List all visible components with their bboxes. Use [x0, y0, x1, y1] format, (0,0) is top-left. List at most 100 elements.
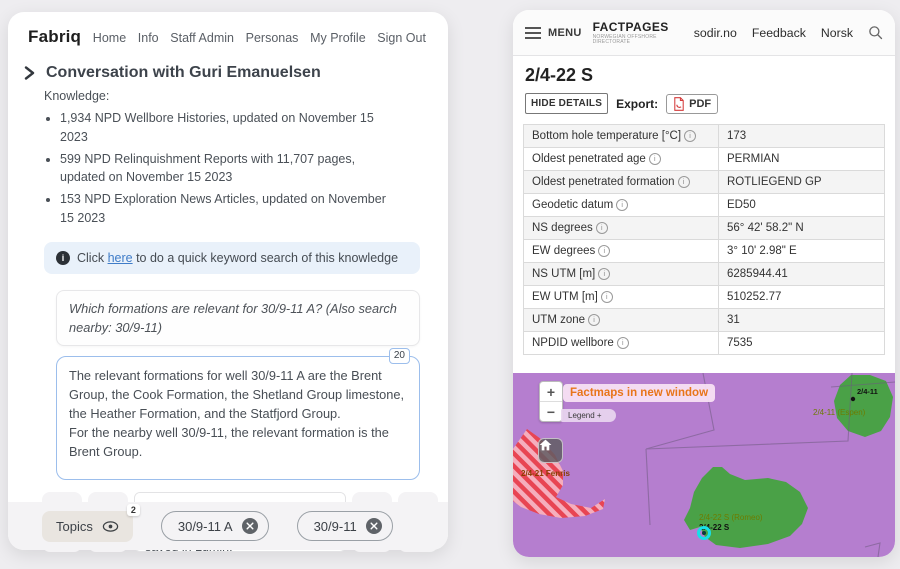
topics-button[interactable]: Topics 2 [42, 503, 140, 542]
export-label: Export: [616, 96, 659, 111]
hamburger-menu-icon[interactable] [525, 26, 541, 39]
wellbore-details-table: Bottom hole temperature [°C] i 173 Oldest … [523, 124, 885, 355]
row-value: 510252.77 [718, 285, 885, 309]
well-dot-2-4-11[interactable] [850, 396, 856, 402]
table-row: Geodetic datum i ED50 [523, 193, 885, 217]
nav-item-home[interactable]: Home [92, 31, 127, 45]
nav-item-my-profile[interactable]: My Profile [310, 31, 366, 45]
field-polygon-2-4-21[interactable] [513, 429, 605, 518]
table-row: Oldest penetrated age i PERMIAN [523, 147, 885, 171]
row-value: 31 [718, 308, 885, 332]
row-value: 173 [718, 124, 885, 148]
factpages-window: MENU FACTPAGES NORWEGIAN OFFSHORE DIRECT… [513, 10, 895, 557]
wellbore-title: 2/4-22 S [525, 65, 594, 85]
export-pdf-button[interactable]: PDF [666, 93, 719, 114]
row-value: ED50 [718, 193, 885, 217]
search-icon[interactable] [868, 25, 883, 40]
conversation-panel: Conversation with Guri Emanuelsen Knowle… [8, 56, 448, 552]
wellbore-title-block: 2/4-22 S HIDE DETAILS Export: PDF [513, 56, 895, 122]
info-icon[interactable]: i [588, 314, 601, 327]
close-icon [370, 522, 378, 530]
source-count-badge[interactable]: 20 [388, 347, 410, 364]
user-message-bubble: Which formations are relevant for 30/9-1… [56, 289, 420, 346]
assistant-reply-text: The relevant formations for well 30/9-11… [69, 367, 405, 421]
info-icon[interactable]: i [598, 245, 611, 258]
topic-chip-label: 30/9-11 A [177, 518, 233, 534]
info-icon[interactable]: i [677, 176, 690, 189]
nav-item-info[interactable]: Info [137, 31, 159, 45]
brand-logo[interactable]: Fabriq [28, 27, 82, 46]
info-icon[interactable]: i [616, 337, 629, 350]
info-icon[interactable]: i [595, 222, 608, 235]
menu-button[interactable]: MENU [548, 26, 582, 39]
discovery-label-2-4-22: 2/4-22 S (Romeo) [699, 513, 763, 522]
row-value: ROTLIEGEND GP [718, 170, 885, 194]
block-boundary-lines [645, 373, 895, 557]
nav-item-staff-admin[interactable]: Staff Admin [170, 31, 234, 45]
link-sodir[interactable]: sodir.no [693, 25, 737, 40]
field-label-2-4-21: 2/4-21 Fenris [521, 469, 570, 478]
banner-text: Click here to do a quick keyword search … [77, 250, 399, 265]
info-icon[interactable]: i [684, 130, 697, 143]
well-label-2-4-22: 2/4-22 S [699, 523, 730, 532]
map-zoom-control: + − [539, 381, 563, 422]
table-row: NS UTM [m] i 6285944.41 [523, 262, 885, 286]
conversation-title: Conversation with Guri Emanuelsen [46, 64, 321, 81]
row-value: PERMIAN [718, 147, 885, 171]
knowledge-item: 153 NPD Exploration News Articles, updat… [60, 190, 396, 228]
table-row: UTM zone i 31 [523, 308, 885, 332]
zoom-in-button[interactable]: + [540, 382, 562, 402]
row-value: 7535 [718, 331, 885, 355]
info-icon[interactable]: i [600, 291, 613, 304]
table-row: EW degrees i 3° 10' 2.98" E [523, 239, 885, 263]
knowledge-item: 599 NPD Relinquishment Reports with 11,7… [60, 150, 396, 188]
link-feedback[interactable]: Feedback [751, 25, 806, 40]
discovery-label-2-4-11: 2/4-11 (Espen) [813, 408, 866, 417]
table-row: Oldest penetrated formation i ROTLIEGEND G… [523, 170, 885, 194]
well-dot-2-4-22[interactable] [702, 531, 706, 535]
topic-chip[interactable]: 30/9-11 A [160, 511, 269, 541]
nav-item-personas[interactable]: Personas [245, 31, 299, 45]
table-row: EW UTM [m] i 510252.77 [523, 285, 885, 309]
info-icon[interactable]: i [616, 199, 629, 212]
keyword-search-link[interactable]: here [107, 250, 133, 265]
table-row: NS degrees i 56° 42' 58.2" N [523, 216, 885, 240]
map-home-button[interactable] [538, 438, 563, 463]
remove-topic-button[interactable] [365, 518, 382, 534]
well-label-2-4-11: 2/4-11 [857, 387, 878, 396]
pdf-file-icon [674, 96, 684, 111]
remove-topic-button[interactable] [241, 518, 258, 534]
table-row: NPDID wellbore i 7535 [523, 331, 885, 355]
topics-bar: Topics 2 30/9-11 A 30/9-11 [8, 502, 448, 550]
top-nav: Fabriq Home Info Staff Admin Personas My… [8, 12, 448, 56]
topic-chip-label: 30/9-11 [313, 518, 357, 534]
factmap-canvas[interactable]: 2/4-11 2/4-11 (Espen) 2/4-21 Fenris 2/4-… [513, 373, 895, 557]
factmaps-new-window-link[interactable]: Factmaps in new window [563, 384, 716, 402]
fabriq-app-window: Fabriq Home Info Staff Admin Personas My… [8, 12, 448, 552]
hide-details-button[interactable]: HIDE DETAILS [525, 93, 609, 114]
row-value: 3° 10' 2.98" E [718, 239, 885, 263]
row-value: 56° 42' 58.2" N [718, 216, 885, 240]
home-icon [539, 439, 552, 451]
topic-chip[interactable]: 30/9-11 [296, 511, 393, 541]
info-icon[interactable]: i [598, 268, 611, 281]
assistant-reply-box: 20 The relevant formations for well 30/9… [56, 347, 420, 480]
assistant-reply-text: For the nearby well 30/9-11, the relevan… [69, 424, 389, 459]
keyword-search-banner: i Click here to do a quick keyword searc… [44, 241, 420, 274]
collapse-chevron-icon[interactable] [22, 66, 36, 80]
zoom-out-button[interactable]: − [546, 403, 556, 420]
link-norsk[interactable]: Norsk [820, 25, 853, 40]
eye-icon [102, 520, 119, 532]
factpages-header: MENU FACTPAGES NORWEGIAN OFFSHORE DIRECT… [513, 10, 895, 56]
discovery-polygon-2-4-22[interactable] [684, 467, 808, 548]
nav-item-sign-out[interactable]: Sign Out [377, 31, 426, 45]
knowledge-list: 1,934 NPD Wellbore Histories, updated on… [60, 109, 420, 228]
factpages-logo[interactable]: FACTPAGES NORWEGIAN OFFSHORE DIRECTORATE [592, 19, 669, 45]
legend-toggle[interactable]: Legend + [561, 409, 616, 422]
factmap-layers: 2/4-11 2/4-11 (Espen) 2/4-21 Fenris 2/4-… [513, 373, 895, 557]
topics-count-badge: 2 [126, 503, 140, 516]
info-icon[interactable]: i [648, 153, 661, 166]
knowledge-heading: Knowledge: [44, 89, 110, 103]
selected-well-ring [697, 526, 711, 540]
close-icon [246, 522, 254, 530]
